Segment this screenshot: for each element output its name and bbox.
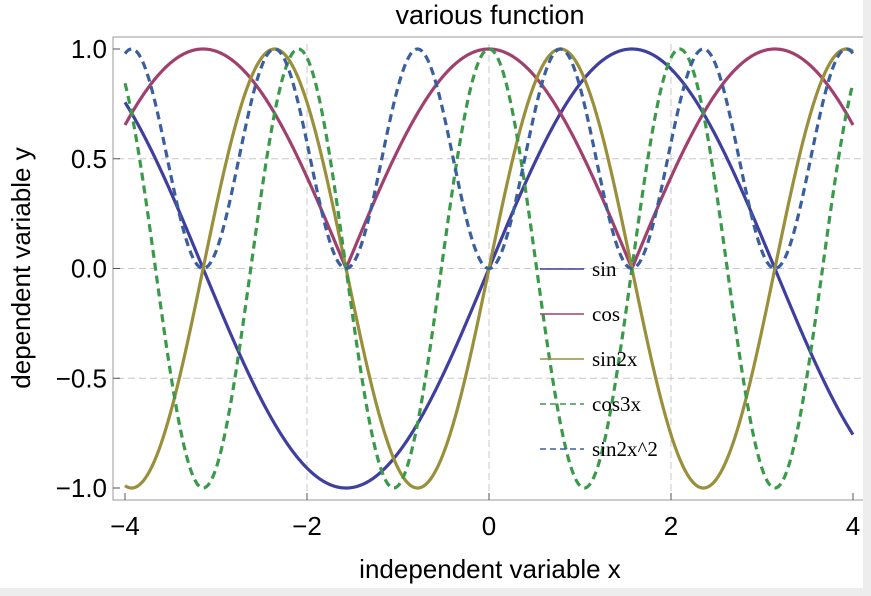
x-tick-label: −4 (110, 511, 140, 541)
y-tick-label: 1.0 (71, 34, 107, 64)
series-line-cos3x (123, 47, 855, 490)
y-axis-label: dependent variable y (6, 147, 36, 388)
y-tick-label: −1.0 (56, 473, 107, 503)
x-tick-label: 2 (664, 511, 678, 541)
legend-label: sin2x^2 (592, 437, 658, 461)
series-line-cos (123, 47, 855, 270)
x-axis-label: independent variable x (359, 554, 621, 584)
y-tick-label: 0.5 (71, 144, 107, 174)
legend-label: sin (592, 257, 617, 281)
x-tick-label: −2 (292, 511, 322, 541)
legend-label: cos3x (592, 392, 641, 416)
line-chart: various function dependent variable y in… (6, 0, 866, 584)
legend-label: cos (592, 302, 620, 326)
y-tick-label: −0.5 (56, 363, 107, 393)
x-tick-label: 0 (482, 511, 496, 541)
legend-label: sin2x (592, 347, 638, 371)
y-tick-label: 0.0 (71, 254, 107, 284)
series-line-sin2x2 (123, 47, 855, 271)
chart-title: various function (395, 0, 584, 30)
x-tick-label: 4 (846, 511, 860, 541)
